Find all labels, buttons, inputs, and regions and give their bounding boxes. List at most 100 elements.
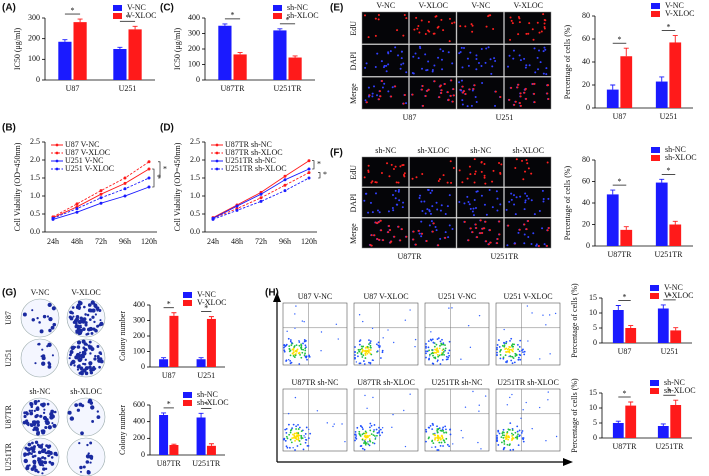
nucleus-dot <box>367 86 370 89</box>
point <box>123 176 127 180</box>
event <box>441 428 444 431</box>
legend-marker <box>215 143 219 147</box>
event <box>297 352 300 355</box>
edu-dot <box>389 241 392 244</box>
significance-star: * <box>204 400 208 409</box>
nucleus-dot <box>433 64 436 67</box>
event <box>522 351 524 354</box>
event <box>436 353 439 356</box>
nucleus-dot <box>494 104 497 107</box>
edu-dot <box>403 172 406 175</box>
edu-dot <box>371 180 374 183</box>
nucleus-dot <box>463 202 466 205</box>
event <box>522 409 524 411</box>
event <box>436 449 439 451</box>
edu-dot <box>369 243 372 246</box>
event <box>505 438 507 441</box>
edu-dot <box>479 232 482 235</box>
colony <box>76 345 81 349</box>
colony <box>32 428 35 432</box>
event <box>511 435 514 437</box>
edu-dot <box>444 236 447 239</box>
event <box>391 426 393 429</box>
nucleus-dot <box>542 198 545 201</box>
event <box>438 427 441 429</box>
nucleus-dot <box>545 73 548 76</box>
event <box>297 432 300 434</box>
colony <box>85 454 91 459</box>
event <box>288 446 291 449</box>
event <box>409 309 411 311</box>
event <box>510 432 513 435</box>
event <box>298 341 301 343</box>
edu-dot <box>525 228 528 231</box>
x-tick-label: U87TR <box>157 459 182 468</box>
nucleus-dot <box>387 51 390 54</box>
colony <box>90 456 94 460</box>
y-axis-label: Percentage of cells (%) <box>563 165 572 240</box>
event <box>288 347 291 350</box>
event <box>364 442 367 445</box>
event <box>368 343 370 346</box>
colony <box>39 414 43 418</box>
nucleus-dot <box>447 51 450 54</box>
colony <box>82 465 86 469</box>
event <box>506 361 508 364</box>
event <box>305 346 307 349</box>
edu-dot <box>374 34 377 37</box>
event <box>555 435 558 438</box>
event <box>296 445 299 447</box>
colony <box>79 324 82 327</box>
event <box>364 352 367 355</box>
nucleus-dot <box>533 213 536 216</box>
legend-label: V-XLOC <box>197 298 226 307</box>
colony <box>79 353 85 359</box>
event <box>496 344 499 346</box>
edu-dot <box>483 176 486 179</box>
colony <box>52 423 57 428</box>
nucleus-dot <box>495 190 498 193</box>
event <box>520 431 523 434</box>
micrograph <box>409 156 457 187</box>
event <box>294 327 296 329</box>
colony <box>68 357 71 360</box>
legend-swatch <box>651 11 660 17</box>
event <box>298 363 301 365</box>
nucleus-dot <box>507 65 510 68</box>
event <box>290 341 293 344</box>
flow-plot <box>424 388 490 452</box>
event <box>301 320 304 322</box>
legend-label: U87TR sh-NC <box>225 140 272 149</box>
event <box>378 346 381 348</box>
point <box>123 194 127 198</box>
x-tick-label: 96h <box>279 237 291 246</box>
event <box>518 353 521 356</box>
edu-dot <box>546 244 549 247</box>
colony <box>99 319 102 322</box>
event <box>373 429 375 431</box>
edu-dot <box>476 236 479 239</box>
colony <box>48 362 52 366</box>
event <box>357 348 360 351</box>
event <box>362 320 364 323</box>
legend-marker <box>55 143 59 147</box>
plate <box>66 397 106 437</box>
edu-dot <box>422 104 425 107</box>
colony <box>67 410 72 415</box>
colony <box>43 460 48 465</box>
nucleus-dot <box>428 224 431 227</box>
event <box>513 343 516 346</box>
colony <box>77 307 81 311</box>
colony <box>32 422 37 427</box>
colony <box>73 364 76 367</box>
event <box>283 437 286 440</box>
edu-dot <box>412 238 415 241</box>
nucleus-dot <box>461 66 464 69</box>
y-axis-label: Cell Viability (OD=450nm) <box>13 142 22 231</box>
point <box>147 160 151 164</box>
nucleus-dot <box>480 194 483 197</box>
nucleus-dot <box>421 210 424 213</box>
event <box>354 357 356 360</box>
event <box>442 426 445 429</box>
nucleus-dot <box>371 211 374 214</box>
